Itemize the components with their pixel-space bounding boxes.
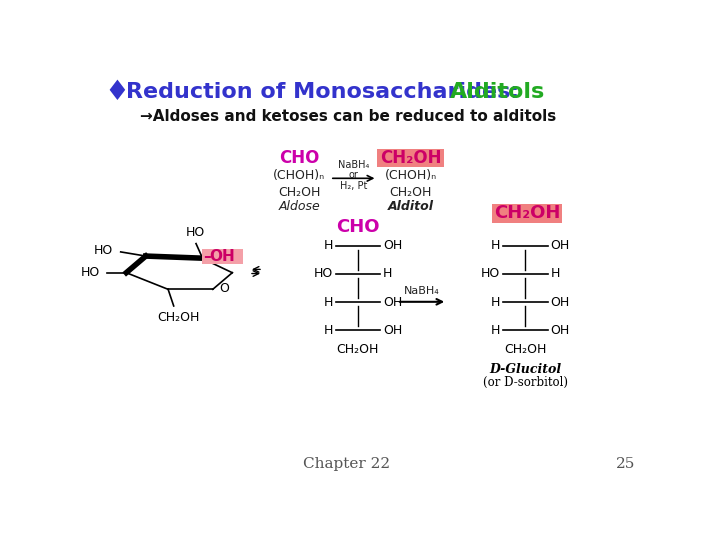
Text: Reduction of Monosaccharides:: Reduction of Monosaccharides:: [126, 82, 527, 102]
Text: 25: 25: [616, 457, 635, 471]
Text: Alditol: Alditol: [388, 200, 434, 213]
Text: OH: OH: [550, 324, 570, 337]
FancyBboxPatch shape: [377, 149, 444, 167]
Text: ♦: ♦: [104, 78, 129, 106]
Text: CH₂OH: CH₂OH: [157, 311, 199, 324]
Text: H: H: [550, 267, 559, 280]
Text: CHO: CHO: [336, 218, 379, 236]
Text: OH: OH: [383, 239, 402, 252]
Text: (CHOH)ₙ: (CHOH)ₙ: [273, 170, 325, 183]
Text: NaBH₄: NaBH₄: [404, 286, 440, 296]
Text: CH₂OH: CH₂OH: [504, 343, 546, 356]
Text: CH₂OH: CH₂OH: [380, 149, 441, 167]
Text: OH: OH: [383, 324, 402, 337]
Text: HO: HO: [94, 244, 114, 257]
Text: →Aldoses and ketoses can be reduced to alditols: →Aldoses and ketoses can be reduced to a…: [140, 109, 557, 124]
Text: HO: HO: [185, 226, 204, 239]
Text: Chapter 22: Chapter 22: [303, 457, 390, 471]
Text: –: –: [203, 249, 210, 264]
Text: H: H: [383, 267, 392, 280]
Text: D-Glucitol: D-Glucitol: [489, 363, 562, 376]
Text: (CHOH)ₙ: (CHOH)ₙ: [384, 170, 437, 183]
Text: CH₂OH: CH₂OH: [494, 204, 560, 222]
Text: H: H: [491, 324, 500, 337]
Text: HO: HO: [313, 267, 333, 280]
Text: OH: OH: [550, 239, 570, 252]
Text: CH₂OH: CH₂OH: [390, 186, 432, 199]
Text: OH: OH: [383, 296, 402, 309]
Text: H: H: [491, 296, 500, 309]
Text: CH₂OH: CH₂OH: [278, 186, 320, 199]
Text: (or D-sorbitol): (or D-sorbitol): [482, 376, 568, 389]
Text: O: O: [219, 281, 229, 295]
Text: H: H: [491, 239, 500, 252]
Text: OH: OH: [550, 296, 570, 309]
Text: NaBH₄: NaBH₄: [338, 160, 369, 170]
Text: or: or: [348, 170, 359, 180]
FancyBboxPatch shape: [202, 248, 243, 265]
Text: Alditols: Alditols: [450, 82, 545, 102]
Text: H: H: [323, 296, 333, 309]
Text: HO: HO: [81, 266, 100, 279]
Text: H₂, Pt: H₂, Pt: [340, 181, 367, 191]
Text: CH₂OH: CH₂OH: [337, 343, 379, 356]
FancyBboxPatch shape: [492, 204, 562, 223]
Text: Aldose: Aldose: [279, 200, 320, 213]
Text: OH: OH: [210, 249, 235, 264]
Text: HO: HO: [481, 267, 500, 280]
Text: H: H: [323, 324, 333, 337]
Text: CHO: CHO: [279, 150, 320, 167]
Text: H: H: [323, 239, 333, 252]
